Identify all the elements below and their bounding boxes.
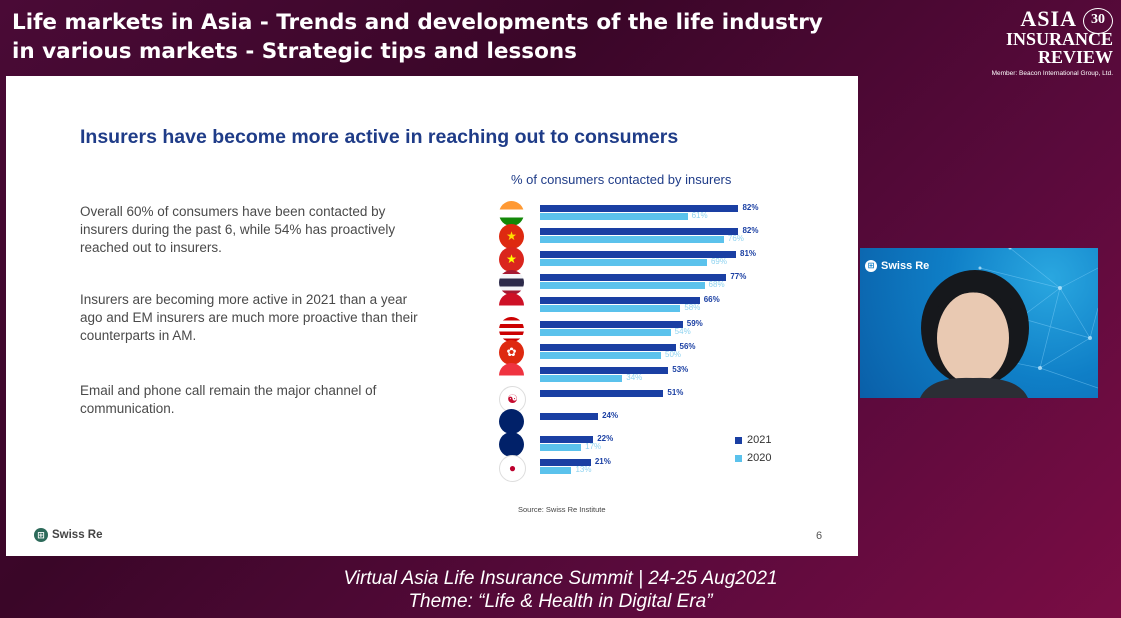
bar-2020-10 <box>540 444 582 451</box>
data-label-2021-8: 51% <box>667 387 684 397</box>
japan-flag-icon: ● <box>499 455 526 483</box>
bar-2021-6 <box>540 343 676 351</box>
video-swiss-re-icon: ⊞ <box>865 260 877 273</box>
data-label-2021-5: 59% <box>686 318 703 328</box>
legend-item-2021: 2021 <box>735 434 771 446</box>
data-label-2020-2: 69% <box>710 257 727 267</box>
legend-item-2020: 2020 <box>735 452 771 464</box>
data-label-2021-11: 21% <box>594 457 611 467</box>
legend-label-2020: 2020 <box>747 452 772 464</box>
bar-2020-2 <box>540 259 707 267</box>
slide-paragraph-3: Email and phone call remain the major ch… <box>80 383 377 416</box>
bar-2021-7 <box>540 366 669 374</box>
chart-source: Source: Swiss Re Institute <box>518 505 606 514</box>
bar-2021-4 <box>540 297 700 305</box>
bar-2021-3 <box>540 274 727 282</box>
data-label-2021-2: 81% <box>740 249 757 259</box>
data-label-2020-7: 34% <box>626 372 643 382</box>
logo-line2: INSURANCE REVIEW <box>1005 29 1113 67</box>
swiss-re-logo: ⊞ Swiss Re <box>34 528 103 542</box>
swiss-re-brand: Swiss Re <box>52 529 103 542</box>
presentation-slide: Insurers have become more active in reac… <box>6 76 858 556</box>
data-label-2021-1: 82% <box>742 226 759 236</box>
thailand-flag-icon <box>499 270 524 296</box>
bar-2021-1 <box>540 228 739 236</box>
data-label-2021-10: 22% <box>597 434 614 443</box>
slide-paragraph-2: Insurers are becoming more active in 202… <box>80 292 418 343</box>
bar-2021-10 <box>540 436 594 443</box>
legend-label-2021: 2021 <box>747 434 772 446</box>
network-background <box>920 248 1098 398</box>
video-swiss-re-logo: ⊞ Swiss Re <box>865 260 930 273</box>
bar-2020-5 <box>540 328 671 336</box>
data-label-2020-0: 61% <box>691 211 708 220</box>
china-flag-icon: ★ <box>499 224 524 250</box>
data-label-2020-6: 50% <box>665 349 682 359</box>
data-label-2021-4: 66% <box>703 295 720 305</box>
chart-title: % of consumers contacted by insurers <box>511 172 732 187</box>
malaysia-flag-icon <box>499 316 524 342</box>
bar-2021-9 <box>540 412 599 420</box>
bar-2021-8 <box>540 389 664 397</box>
data-label-2020-11: 13% <box>575 465 592 475</box>
data-label-2020-3: 68% <box>708 280 725 290</box>
legend-swatch-2021 <box>735 436 742 444</box>
slide-paragraph-1: Overall 60% of consumers have been conta… <box>80 204 396 255</box>
data-label-2021-7: 53% <box>672 364 689 374</box>
data-label-2020-5: 54% <box>674 326 691 336</box>
footer-event: Virtual Asia Life Insurance Summit | 24-… <box>343 568 778 589</box>
bar-2020-1 <box>540 236 724 244</box>
swiss-re-icon: ⊞ <box>34 528 48 542</box>
bar-2020-6 <box>540 351 661 359</box>
slide-title: Insurers have become more active in reac… <box>80 126 679 148</box>
data-label-2020-1: 76% <box>727 234 744 244</box>
video-brand: Swiss Re <box>881 260 930 272</box>
header-title: Life markets in Asia - Trends and develo… <box>12 8 852 66</box>
data-label-2021-6: 56% <box>679 341 696 351</box>
vietnam-flag-icon: ★ <box>499 247 524 273</box>
bar-2020-4 <box>540 305 681 313</box>
new-zealand-flag-icon <box>499 408 524 434</box>
bar-2021-11 <box>540 459 591 467</box>
singapore-flag-icon <box>499 362 524 388</box>
data-label-2020-4: 58% <box>684 303 701 313</box>
legend-swatch-2020 <box>735 454 742 462</box>
page-number: 6 <box>816 530 823 542</box>
hong-kong-flag-icon: ✿ <box>499 339 524 365</box>
bar-2020-11 <box>540 467 572 475</box>
data-label-2021-0: 82% <box>742 203 759 212</box>
bar-2020-3 <box>540 282 705 290</box>
data-label-2021-3: 77% <box>730 272 747 282</box>
data-label-2021-9: 24% <box>602 410 619 420</box>
logo-line1: ASIA <box>1020 6 1077 31</box>
bar-2021-0 <box>540 205 739 212</box>
asia-insurance-review-logo: 30 ASIA INSURANCE REVIEW Member: Beacon … <box>953 6 1113 77</box>
south-korea-flag-icon: ☯ <box>499 385 526 413</box>
australia-flag-icon <box>499 432 524 457</box>
bar-2021-5 <box>540 320 683 328</box>
logo-member: Member: Beacon International Group, Ltd. <box>991 70 1113 77</box>
header-title-line2: in various markets - Strategic tips and … <box>12 39 577 64</box>
speaker-video: ⊞ Swiss Re <box>860 248 1098 398</box>
india-flag-icon <box>499 201 524 226</box>
bar-2021-2 <box>540 251 737 259</box>
data-label-2020-10: 17% <box>585 442 602 451</box>
bar-2020-7 <box>540 374 623 382</box>
anniversary-badge: 30 <box>1083 8 1113 34</box>
indonesia-flag-icon <box>499 293 524 319</box>
bar-2020-0 <box>540 213 688 220</box>
header-title-line1: Life markets in Asia - Trends and develo… <box>12 10 823 35</box>
footer-theme: Theme: “Life & Health in Digital Era” <box>408 591 713 612</box>
